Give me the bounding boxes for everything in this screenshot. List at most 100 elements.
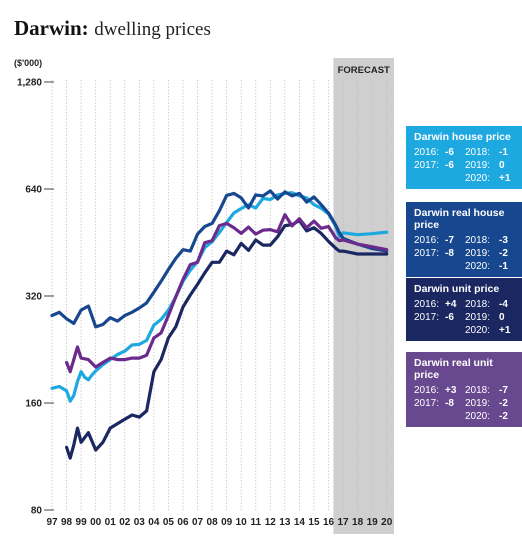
x-tick-label: 02 (119, 517, 131, 528)
forecast-year: 2019: (465, 248, 491, 259)
forecast-entry: 2017: -8 (414, 247, 465, 260)
y-tick-label: 640 (25, 185, 42, 196)
x-tick-label: 05 (163, 517, 175, 528)
forecast-change: +1 (499, 173, 511, 184)
x-tick-label: 04 (148, 517, 160, 528)
forecast-region (333, 58, 394, 534)
forecast-entry: 2016: -6 (414, 146, 465, 159)
forecast-change: +1 (499, 325, 511, 336)
forecast-label: FORECAST (338, 65, 390, 76)
forecast-year: 2016: (414, 385, 440, 396)
legend-box-row: 2017: -8 2019: -2 (406, 247, 522, 260)
forecast-year (414, 410, 445, 423)
y-tick-label: 1,280 (17, 78, 42, 89)
legend-box-row: 2016: -7 2018: -3 (406, 234, 522, 247)
forecast-entry (414, 172, 465, 185)
forecast-entry: 2018: -7 (465, 384, 516, 397)
y-tick-label: 160 (25, 399, 42, 410)
series-line-darwin-real-unit-price (64, 213, 389, 374)
forecast-change: -6 (445, 147, 454, 158)
forecast-entry: 2016: +3 (414, 384, 465, 397)
forecast-year: 2018: (465, 299, 491, 310)
forecast-change: -6 (445, 160, 454, 171)
x-tick-label: 11 (250, 517, 261, 528)
forecast-year: 2020: (465, 325, 491, 336)
forecast-entry: 2020: +1 (465, 172, 516, 185)
forecast-change: -7 (499, 385, 508, 396)
x-tick-label: 12 (265, 517, 277, 528)
forecast-entry: 2018: -4 (465, 298, 516, 311)
forecast-year: 2017: (414, 312, 440, 323)
series-line-darwin-unit-price (64, 218, 389, 460)
x-tick-label: 18 (352, 517, 364, 528)
x-tick-label: 19 (367, 517, 379, 528)
chart-title: Darwin: dwelling prices (14, 16, 211, 41)
forecast-year: 2018: (465, 147, 491, 158)
legend-box-row: 2017: -6 2019: 0 (406, 159, 522, 172)
forecast-year: 2019: (465, 312, 491, 323)
forecast-change: -8 (445, 398, 454, 409)
forecast-entry (414, 324, 465, 337)
x-tick-label: 15 (308, 517, 320, 528)
legend-box: Darwin house price 2016: -6 2018: -1 2017: -6 2… (406, 126, 522, 189)
forecast-year: 2017: (414, 248, 440, 259)
y-tick-label: 320 (25, 292, 42, 303)
forecast-change: -2 (499, 248, 508, 259)
forecast-year: 2016: (414, 299, 440, 310)
forecast-entry: 2017: -8 (414, 397, 465, 410)
title-city: Darwin: (14, 16, 89, 40)
forecast-year (414, 172, 445, 185)
forecast-entry (414, 260, 465, 273)
y-tick-label: 80 (31, 506, 43, 517)
forecast-change: +4 (445, 299, 457, 310)
forecast-entry: 2019: 0 (465, 159, 516, 172)
legend-box: Darwin real unit price 2016: +3 2018: -7 2017… (406, 352, 522, 427)
forecast-change: -7 (445, 235, 454, 246)
forecast-change: -6 (445, 312, 454, 323)
legend-box-row: 2017: -6 2019: 0 (406, 311, 522, 324)
x-tick-label: 10 (236, 517, 248, 528)
legend-box-row: 2016: +4 2018: -4 (406, 298, 522, 311)
forecast-year: 2018: (465, 385, 491, 396)
chart-subtitle: dwelling prices (94, 19, 211, 40)
forecast-year: 2017: (414, 398, 440, 409)
forecast-entry: 2019: -2 (465, 247, 516, 260)
forecast-entry: 2016: -7 (414, 234, 465, 247)
forecast-year: 2016: (414, 147, 440, 158)
forecast-entry: 2019: 0 (465, 311, 516, 324)
forecast-change: 0 (499, 312, 505, 323)
x-tick-label: 01 (105, 517, 117, 528)
forecast-entry: 2019: -2 (465, 397, 516, 410)
forecast-change: -1 (499, 147, 508, 158)
legend-box-row: 2020: -2 (406, 410, 522, 423)
legend-box: Darwin unit price 2016: +4 2018: -4 2017: -6 20… (406, 278, 522, 341)
forecast-change: -8 (445, 248, 454, 259)
x-tick-label: 14 (294, 517, 306, 528)
y-axis-label: ($'000) (14, 58, 42, 68)
forecast-change: -2 (499, 411, 508, 422)
forecast-entry: 2016: +4 (414, 298, 465, 311)
x-tick-label: 16 (323, 517, 335, 528)
forecast-year (414, 324, 445, 337)
legend-box-row: 2016: +3 2018: -7 (406, 384, 522, 397)
forecast-change: -1 (499, 261, 508, 272)
forecast-entry: 2020: -1 (465, 260, 516, 273)
series-line-darwin-real-house-price (50, 189, 389, 329)
x-tick-label: 09 (221, 517, 233, 528)
legend-box-row: 2016: -6 2018: -1 (406, 146, 522, 159)
x-tick-label: 17 (338, 517, 350, 528)
forecast-entry: 2017: -6 (414, 311, 465, 324)
x-tick-label: 98 (61, 517, 73, 528)
legend-box-title: Darwin unit price (414, 283, 500, 295)
forecast-year: 2018: (465, 235, 491, 246)
legend-box-title: Darwin real unit price (414, 357, 493, 381)
forecast-year: 2017: (414, 160, 440, 171)
legend-box-title: Darwin house price (414, 131, 511, 143)
forecast-change: -2 (499, 398, 508, 409)
forecast-year: 2020: (465, 173, 491, 184)
forecast-entry (414, 410, 465, 423)
x-tick-label: 00 (90, 517, 102, 528)
x-tick-label: 07 (192, 517, 204, 528)
forecast-entry: 2018: -3 (465, 234, 516, 247)
